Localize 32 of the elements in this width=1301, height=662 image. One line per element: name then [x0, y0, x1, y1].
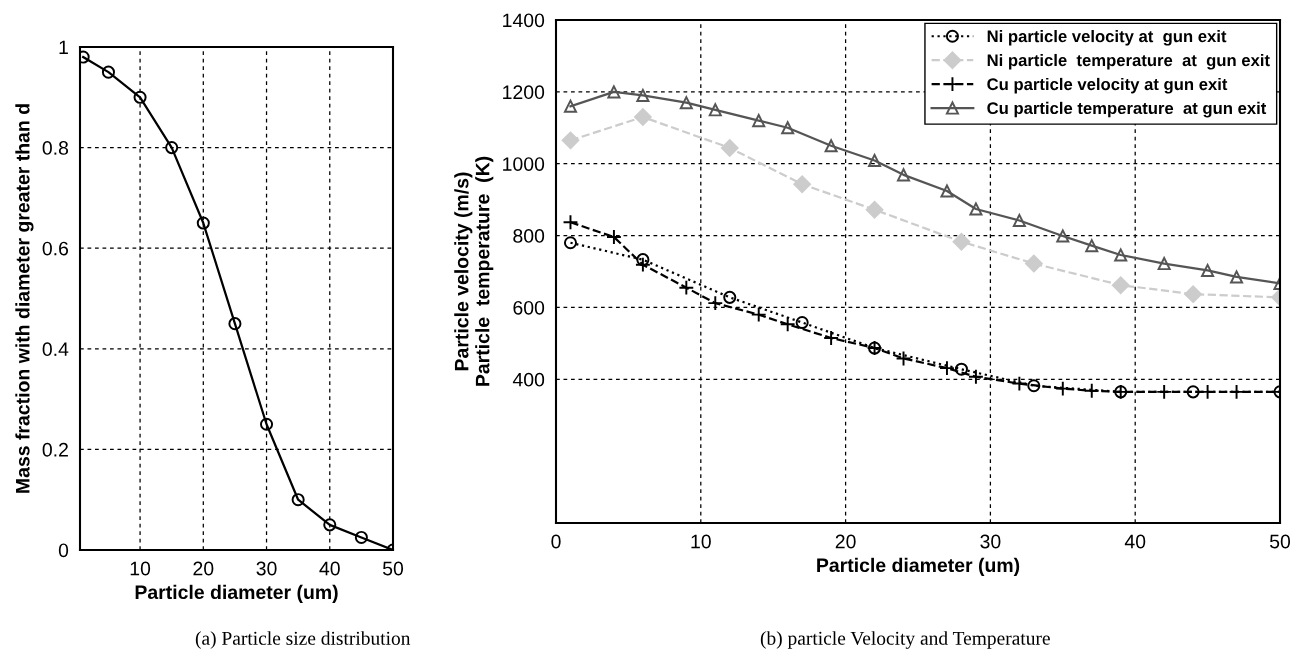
- x-tick-label: 30: [980, 534, 1001, 549]
- y-tick-label: 800: [513, 229, 545, 243]
- x-tick-label: 20: [835, 534, 856, 549]
- y-tick-label: 0.6: [42, 241, 69, 256]
- x-axis-title: Particle diameter (um): [817, 557, 1020, 576]
- text: (a) Particle size distribution: [195, 631, 411, 649]
- y-axis-title: Particle velocity (m/s) Particle temperature (K): [454, 156, 494, 386]
- x-tick-label: 50: [1269, 534, 1291, 549]
- legend-label: Ni particle temperature at gun exit: [987, 53, 1270, 70]
- y-tick-label: 1: [59, 40, 68, 55]
- x-tick-label: 50: [382, 561, 404, 576]
- legend-label: Ni particle velocity at gun exit: [987, 30, 1227, 46]
- x-axis-title: Particle diameter (um): [135, 584, 338, 603]
- y-tick-label: 0.2: [42, 442, 68, 457]
- y-tick-label: 0.4: [42, 342, 69, 357]
- x-tick-label: 10: [130, 561, 151, 576]
- x-tick-label: 40: [319, 561, 340, 576]
- y-axis-title: Mass fraction with diameter greater than d: [15, 104, 34, 493]
- y-tick-label: 400: [512, 372, 545, 387]
- x-tick-label: 30: [256, 561, 277, 576]
- x-tick-label: 10: [691, 534, 711, 549]
- y-tick-label: 600: [513, 300, 545, 315]
- y-tick-label: 1400: [503, 13, 545, 28]
- y-tick-label: 0.8: [42, 141, 69, 155]
- text: (b) particle Velocity and Temperature: [760, 631, 1050, 649]
- legend-label: Cu particle temperature at gun exit: [987, 101, 1267, 118]
- x-tick-label: 0: [551, 534, 561, 549]
- y-tick-label: 1000: [503, 157, 545, 171]
- legend-label: Cu particle velocity at gun exit: [987, 77, 1228, 94]
- x-tick-label: 20: [193, 561, 214, 576]
- y-tick-label: 1200: [503, 85, 545, 100]
- x-tick-label: 40: [1124, 534, 1146, 549]
